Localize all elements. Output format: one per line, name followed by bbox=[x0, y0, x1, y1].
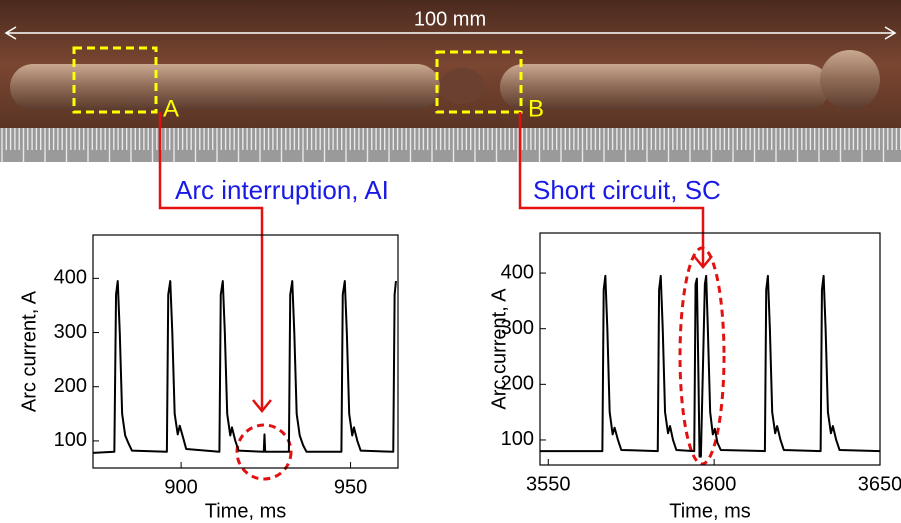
x-tick-label: 900 bbox=[164, 476, 197, 498]
marker-label: A bbox=[163, 95, 179, 122]
x-tick-label: 3550 bbox=[526, 473, 571, 495]
highlight-ellipse bbox=[235, 423, 293, 481]
plot-frame bbox=[92, 234, 399, 469]
highlight-ellipse bbox=[678, 246, 726, 466]
data-line bbox=[92, 280, 397, 454]
x-tick-label: 3650 bbox=[858, 473, 901, 495]
x-axis-label: Time, ms bbox=[205, 500, 286, 522]
annotation: Short circuit, SC bbox=[533, 175, 721, 205]
annotation: Arc interruption, AI bbox=[175, 175, 389, 205]
weld-gap bbox=[440, 68, 484, 104]
y-tick-label: 400 bbox=[54, 267, 87, 289]
y-tick-label: 100 bbox=[54, 429, 87, 451]
x-axis-label: Time, ms bbox=[669, 500, 750, 522]
y-tick-label: 300 bbox=[54, 321, 87, 343]
weld-bead bbox=[500, 64, 830, 110]
x-tick-label: 950 bbox=[334, 476, 367, 498]
region-box bbox=[72, 46, 158, 114]
y-tick-label: 300 bbox=[501, 317, 534, 339]
marker-label: B bbox=[528, 95, 544, 122]
scale-arrows bbox=[4, 26, 897, 40]
y-tick-label: 200 bbox=[501, 373, 534, 395]
weld-bead bbox=[10, 64, 440, 110]
callout-arrow bbox=[693, 255, 713, 269]
callout-arrow bbox=[252, 399, 272, 413]
plot-frame bbox=[539, 232, 881, 466]
y-axis-label: Arc current, A bbox=[18, 290, 40, 412]
scale-label: 100 mm bbox=[414, 8, 486, 30]
y-tick-label: 100 bbox=[501, 428, 534, 450]
region-box bbox=[435, 50, 523, 114]
y-tick-label: 400 bbox=[501, 261, 534, 283]
callout-line bbox=[158, 112, 264, 410]
photo: 100 mm bbox=[0, 0, 901, 162]
weld-end bbox=[820, 50, 880, 110]
y-tick-label: 200 bbox=[54, 375, 87, 397]
y-axis-label: Arc current, A bbox=[488, 288, 510, 410]
ruler-ticks bbox=[1, 128, 901, 162]
x-tick-label: 3600 bbox=[692, 473, 737, 495]
callout-line bbox=[518, 112, 705, 266]
data-line bbox=[540, 274, 881, 458]
